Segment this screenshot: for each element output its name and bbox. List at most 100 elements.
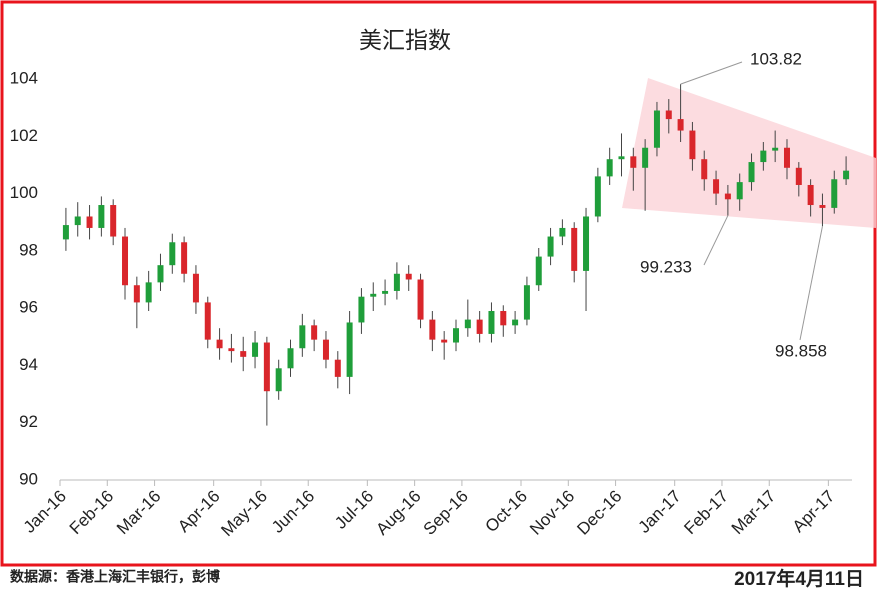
candle-body	[311, 325, 318, 340]
candle-body	[724, 193, 731, 200]
candle-body	[453, 328, 459, 343]
y-tick-label: 104	[10, 68, 38, 87]
candle-body	[500, 311, 507, 326]
x-tick-label: Apr-17	[789, 487, 839, 537]
candle-body	[512, 319, 519, 326]
candle-body	[748, 162, 755, 183]
candle-body	[665, 110, 672, 120]
x-tick-label: Aug-16	[372, 487, 424, 539]
x-tick-label: Jul-16	[331, 487, 377, 533]
candle-body	[334, 359, 341, 377]
candle-body	[677, 119, 684, 131]
candle-body	[772, 147, 779, 151]
candle-body	[252, 342, 259, 357]
candle-body	[358, 296, 365, 323]
x-tick-label: Feb-16	[66, 487, 118, 539]
annotation-leader	[703, 215, 729, 266]
candle-body	[783, 147, 790, 168]
candle-body	[488, 311, 495, 334]
y-tick-label: 92	[19, 412, 38, 431]
candle-body	[535, 256, 542, 286]
candle-body	[157, 265, 164, 283]
candle-body	[476, 319, 483, 334]
y-tick-label: 100	[10, 183, 38, 202]
x-tick-label: Jan-16	[20, 487, 70, 537]
candle-body	[819, 205, 826, 208]
candle-body	[169, 242, 176, 266]
candle-body	[441, 339, 448, 343]
candle-body	[701, 159, 708, 180]
annotation-leader	[799, 226, 823, 341]
candle-body	[547, 236, 554, 257]
frame	[0, 0, 877, 567]
candle-body	[736, 182, 743, 200]
candle-body	[405, 273, 412, 280]
candle-body	[145, 282, 152, 303]
annotation-label: 103.82	[750, 49, 802, 68]
candle-body	[181, 242, 188, 274]
x-tick-label: Mar-16	[113, 487, 165, 539]
candle-body	[322, 339, 329, 360]
x-tick-label: Sep-16	[420, 487, 472, 539]
candle-body	[393, 273, 400, 291]
candle-body	[429, 319, 436, 340]
x-tick-label: Feb-17	[680, 487, 732, 539]
candle-body	[760, 150, 767, 163]
candle-body	[713, 179, 720, 194]
x-tick-label: Dec-16	[573, 487, 625, 539]
candle-body	[795, 167, 802, 185]
y-tick-label: 98	[19, 240, 38, 259]
candle-body	[204, 302, 211, 340]
candle-body	[62, 225, 69, 240]
candle-body	[689, 130, 696, 160]
candle-body	[653, 110, 660, 148]
candle-body	[86, 216, 93, 228]
x-tick-label: Jun-16	[268, 487, 318, 537]
x-tick-label: Mar-17	[728, 487, 780, 539]
candle-body	[228, 348, 235, 352]
candle-body	[831, 179, 838, 208]
y-tick-label: 94	[19, 355, 38, 374]
candle-body	[843, 170, 850, 180]
y-tick-label: 90	[19, 469, 38, 488]
candle-body	[807, 184, 814, 206]
x-tick-label: Jan-17	[634, 487, 684, 537]
candle-body	[240, 351, 247, 357]
candle-body	[192, 273, 199, 303]
candle-body	[618, 156, 625, 160]
candle-body	[583, 216, 590, 271]
annotation-leader	[680, 61, 743, 85]
candle-body	[299, 325, 306, 349]
x-tick-label: May-16	[217, 487, 271, 541]
candle-body	[133, 285, 140, 303]
candle-body	[417, 279, 424, 320]
candle-body	[370, 293, 377, 297]
candle-body	[523, 285, 530, 320]
annotation-label: 98.858	[775, 341, 827, 360]
candle-body	[559, 227, 566, 237]
candle-body	[464, 319, 471, 329]
candle-body	[346, 322, 353, 377]
chart-title: 美汇指数	[359, 27, 451, 53]
candle-body	[642, 147, 649, 168]
source-note: 数据源：香港上海汇丰银行，彭博	[10, 569, 220, 585]
x-tick-label: Oct-16	[481, 487, 531, 537]
candle-body	[275, 368, 282, 392]
y-tick-label: 96	[19, 298, 38, 317]
annotation-label: 99.233	[640, 257, 692, 276]
candle-body	[594, 176, 601, 217]
candle-body	[263, 342, 270, 392]
candle-body	[606, 159, 613, 177]
candle-body	[216, 339, 223, 349]
candle-body	[287, 348, 294, 369]
candle-body	[571, 227, 578, 271]
candle-body	[122, 236, 129, 286]
candle-body	[74, 216, 81, 226]
candle-body	[98, 205, 105, 228]
x-tick-label: Nov-16	[526, 487, 578, 539]
wedge-pattern	[622, 78, 876, 228]
date-note: 2017年4月11日	[734, 567, 864, 590]
candle-body	[110, 205, 117, 237]
x-tick-label: Apr-16	[174, 487, 224, 537]
